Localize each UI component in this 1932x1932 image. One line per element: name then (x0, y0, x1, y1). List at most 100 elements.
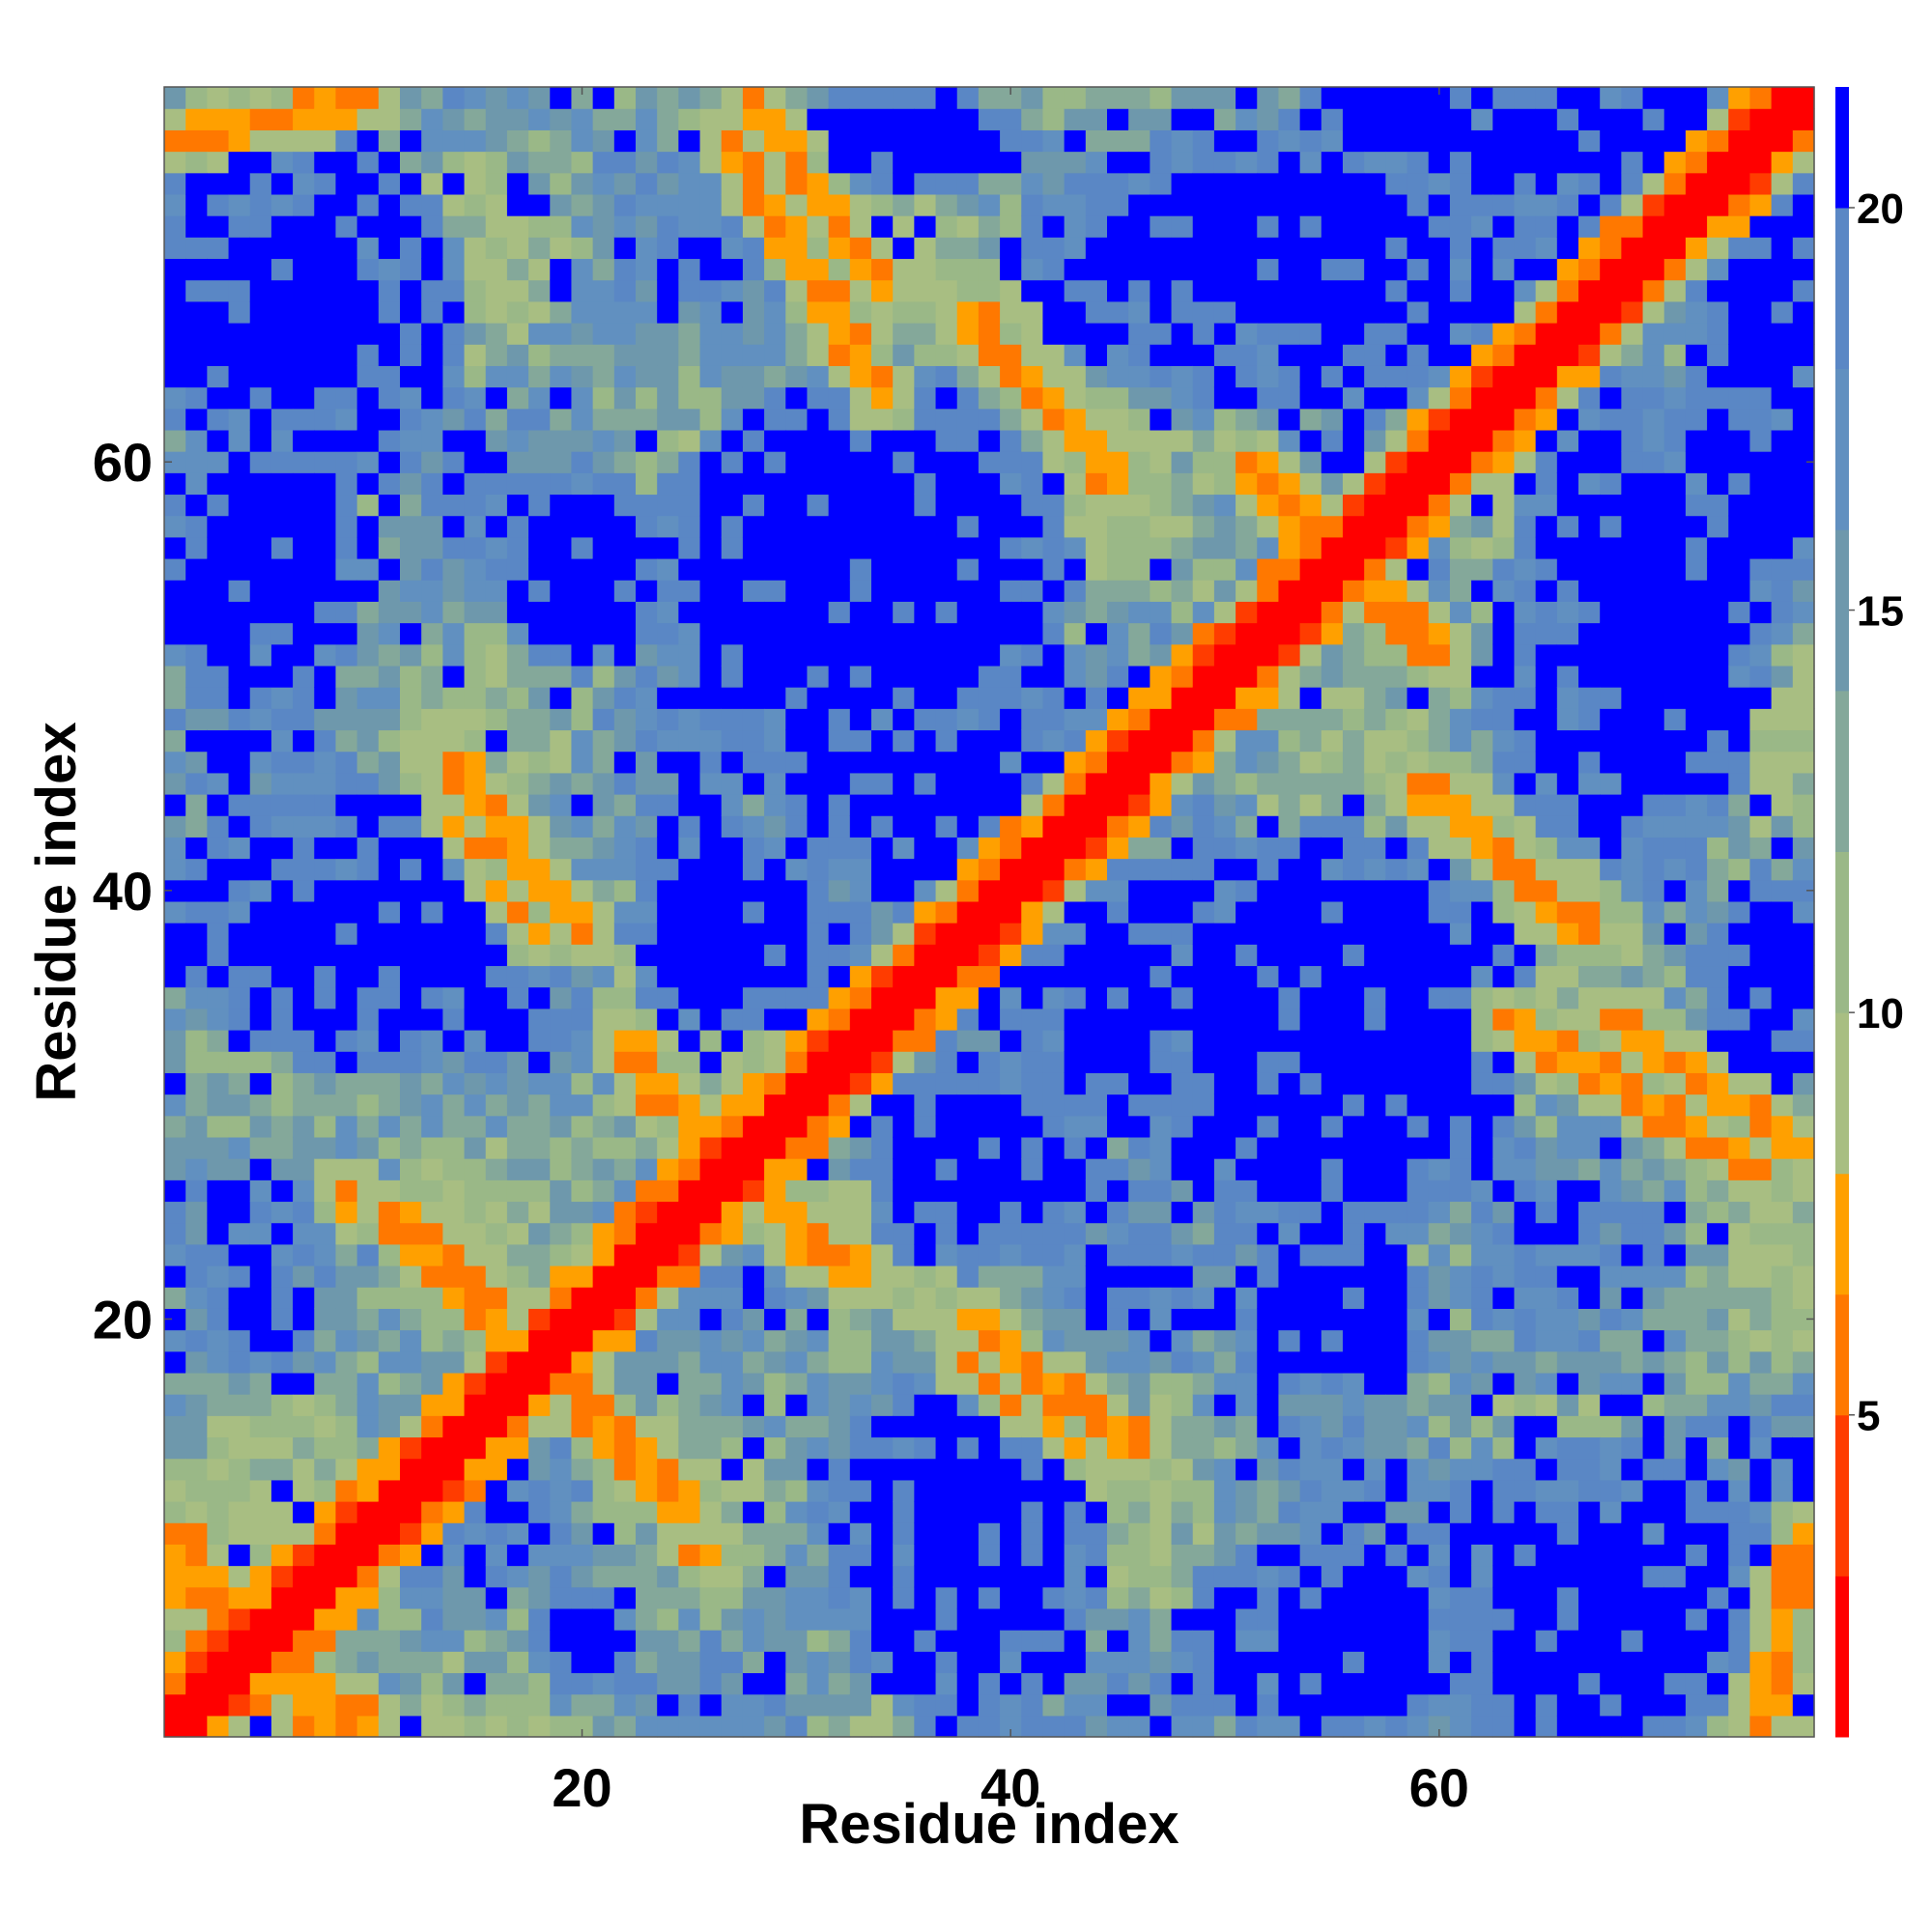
heatmap-cell (1042, 1051, 1065, 1073)
heatmap-cell (335, 494, 358, 517)
heatmap-cell (956, 944, 980, 967)
heatmap-cell (1042, 837, 1065, 860)
heatmap-cell (871, 1201, 894, 1224)
heatmap-cell (785, 1715, 809, 1738)
heatmap-cell (506, 1607, 529, 1631)
heatmap-cell (678, 558, 701, 581)
heatmap-cell (1192, 923, 1215, 945)
heatmap-cell (1278, 708, 1301, 731)
heatmap-cell (1514, 965, 1537, 988)
heatmap-cell (1257, 687, 1280, 709)
heatmap-cell (849, 1136, 872, 1159)
heatmap-cell (356, 451, 380, 473)
heatmap-cell (1343, 900, 1365, 923)
heatmap-cell (464, 580, 487, 602)
heatmap-cell (1128, 1179, 1151, 1203)
heatmap-cell (1449, 1329, 1472, 1352)
heatmap-cell (1471, 1115, 1493, 1138)
heatmap-cell (1085, 129, 1108, 153)
heatmap-cell (1321, 1051, 1344, 1073)
heatmap-cell (956, 1693, 980, 1717)
heatmap-cell (914, 429, 937, 452)
heatmap-cell (893, 1094, 915, 1117)
heatmap-cell (400, 580, 422, 602)
heatmap-cell (978, 1630, 1001, 1652)
heatmap-cell (1000, 708, 1022, 731)
heatmap-cell (442, 1243, 466, 1266)
heatmap-cell (356, 772, 380, 795)
heatmap-cell (207, 494, 230, 517)
heatmap-cell (1213, 558, 1236, 581)
heatmap-cell (528, 1672, 551, 1695)
heatmap-cell (506, 1051, 529, 1073)
heatmap-cell (1064, 429, 1087, 452)
heatmap-cell (849, 1415, 872, 1438)
heatmap-cell (1064, 751, 1087, 774)
heatmap-cell (249, 1458, 272, 1481)
heatmap-cell (442, 515, 466, 538)
heatmap-cell (699, 900, 723, 923)
heatmap-cell (506, 1436, 529, 1460)
heatmap-cell (1385, 1586, 1408, 1609)
heatmap-cell (785, 429, 809, 452)
heatmap-cell (228, 87, 251, 109)
heatmap-cell (764, 1501, 786, 1523)
heatmap-cell (506, 708, 529, 731)
heatmap-cell (1428, 1222, 1451, 1245)
heatmap-cell (935, 1201, 958, 1224)
heatmap-cell (721, 1051, 744, 1073)
heatmap-cell (914, 837, 937, 860)
heatmap-cell (528, 815, 551, 838)
heatmap-cell (742, 87, 765, 109)
heatmap-cell (678, 1222, 701, 1245)
heatmap-cell (657, 237, 679, 260)
heatmap-cell (657, 794, 679, 816)
heatmap-cell (185, 451, 208, 473)
heatmap-cell (935, 193, 958, 216)
heatmap-cell (849, 1565, 872, 1588)
heatmap-cell (1385, 1051, 1408, 1073)
heatmap-cell (871, 108, 894, 130)
heatmap-cell (978, 172, 1001, 195)
heatmap-cell (464, 365, 487, 388)
heatmap-cell (764, 1565, 786, 1588)
heatmap-cell (1192, 172, 1215, 195)
heatmap-cell (185, 687, 208, 709)
heatmap-cell (657, 300, 679, 324)
heatmap-cell (1064, 87, 1087, 109)
heatmap-cell (699, 1436, 723, 1460)
heatmap-cell (571, 1458, 594, 1481)
heatmap-cell (1171, 1394, 1194, 1416)
heatmap-cell (1128, 1436, 1151, 1460)
heatmap-cell (914, 1715, 937, 1738)
heatmap-cell (1042, 386, 1065, 410)
heatmap-cell (1514, 1693, 1537, 1717)
heatmap-cell (956, 1308, 980, 1331)
heatmap-cell (270, 986, 294, 1009)
heatmap-cell (1364, 258, 1386, 281)
heatmap-cell (207, 472, 230, 496)
heatmap-cell (571, 1158, 594, 1180)
heatmap-cell (378, 108, 401, 130)
heatmap-cell (657, 1008, 679, 1031)
heatmap-cell (185, 665, 208, 688)
heatmap-cell (721, 772, 744, 795)
heatmap-cell (764, 451, 786, 473)
heatmap-cell (464, 237, 487, 260)
heatmap-cell (1385, 708, 1408, 731)
heatmap-cell (1535, 1630, 1558, 1652)
heatmap-cell (270, 87, 294, 109)
heatmap-cell (764, 965, 786, 988)
heatmap-cell (1000, 344, 1022, 366)
heatmap-cell (1021, 643, 1044, 667)
heatmap-cell (1299, 729, 1322, 753)
heatmap-cell (785, 193, 809, 216)
heatmap-cell (742, 494, 765, 517)
heatmap-cell (1000, 1179, 1022, 1203)
heatmap-cell (1278, 1287, 1301, 1309)
heatmap-cell (1128, 1544, 1151, 1567)
heatmap-cell (270, 215, 294, 238)
heatmap-cell (935, 708, 958, 731)
heatmap-cell (442, 1136, 466, 1159)
heatmap-cell (207, 1243, 230, 1266)
